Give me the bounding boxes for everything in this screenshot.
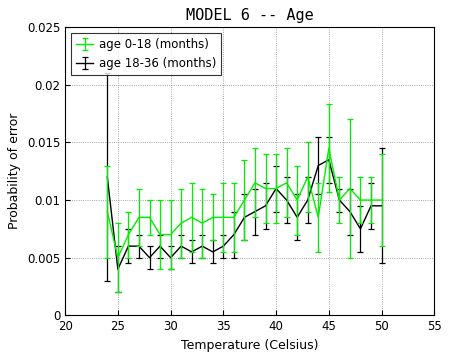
Legend: age 0-18 (months), age 18-36 (months): age 0-18 (months), age 18-36 (months) [71, 33, 221, 75]
Title: MODEL 6 -- Age: MODEL 6 -- Age [186, 8, 314, 23]
X-axis label: Temperature (Celsius): Temperature (Celsius) [181, 339, 319, 352]
Y-axis label: Probability of error: Probability of error [9, 113, 21, 229]
